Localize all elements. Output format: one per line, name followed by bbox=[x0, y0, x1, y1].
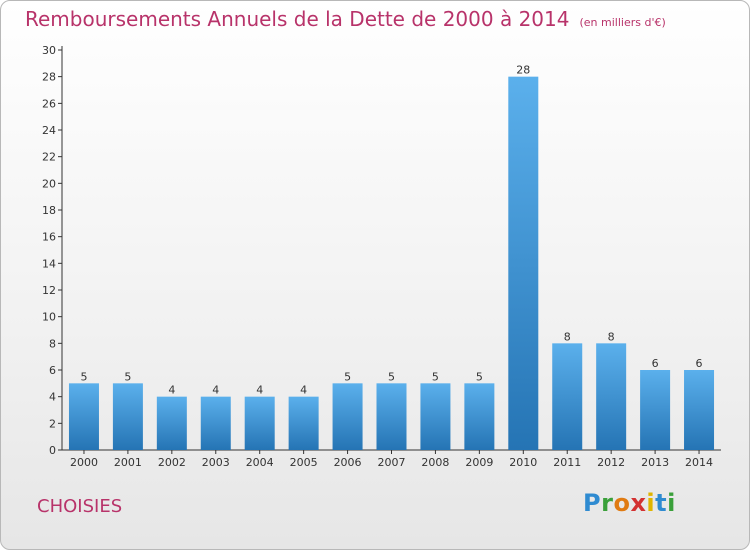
x-tick-label: 2012 bbox=[597, 456, 625, 469]
x-tick-label: 2002 bbox=[158, 456, 186, 469]
bar bbox=[508, 76, 539, 451]
bar bbox=[596, 343, 627, 450]
y-tick-label: 8 bbox=[49, 337, 56, 350]
proxiti-logo: Proxiti bbox=[583, 489, 676, 517]
bar bbox=[200, 396, 231, 450]
y-tick-label: 16 bbox=[42, 231, 56, 244]
chart-subtitle: (en milliers d'€) bbox=[579, 16, 666, 29]
bar bbox=[156, 396, 187, 450]
y-tick-label: 4 bbox=[49, 391, 56, 404]
bar bbox=[112, 383, 143, 450]
title-text: Remboursements Annuels de la Dette de 20… bbox=[25, 7, 570, 31]
data-label: 5 bbox=[80, 370, 87, 383]
data-label: 8 bbox=[564, 330, 571, 343]
bar bbox=[288, 396, 319, 450]
x-tick-label: 2011 bbox=[553, 456, 581, 469]
x-tick-label: 2008 bbox=[421, 456, 449, 469]
bar bbox=[68, 383, 99, 450]
x-tick-label: 2003 bbox=[202, 456, 230, 469]
data-label: 5 bbox=[124, 370, 131, 383]
bar bbox=[244, 396, 275, 450]
x-tick-label: 2001 bbox=[114, 456, 142, 469]
y-tick-label: 24 bbox=[42, 124, 56, 137]
y-tick-label: 12 bbox=[42, 284, 56, 297]
data-labels: 5 5 4 4 4 4 5 5 5 5 28 8 8 6 6 bbox=[80, 64, 702, 397]
bar bbox=[332, 383, 363, 450]
bar bbox=[684, 370, 715, 450]
data-label: 28 bbox=[516, 64, 530, 77]
bar bbox=[552, 343, 583, 450]
data-label: 4 bbox=[256, 384, 263, 397]
y-tick-label: 6 bbox=[49, 364, 56, 377]
x-tick-label: 2000 bbox=[70, 456, 98, 469]
x-tick-label: 2004 bbox=[246, 456, 274, 469]
y-tick-label: 10 bbox=[42, 311, 56, 324]
y-tick-label: 14 bbox=[42, 257, 56, 270]
data-label: 5 bbox=[476, 370, 483, 383]
bar bbox=[640, 370, 671, 450]
x-tick-label: 2006 bbox=[334, 456, 362, 469]
y-tick-label: 0 bbox=[49, 444, 56, 457]
bar bbox=[464, 383, 495, 450]
y-tick-label: 22 bbox=[42, 151, 56, 164]
y-tick-label: 28 bbox=[42, 71, 56, 84]
x-tick-label: 2013 bbox=[641, 456, 669, 469]
x-tick-label: 2007 bbox=[378, 456, 406, 469]
bar bbox=[420, 383, 451, 450]
commune-name: CHOISIES bbox=[37, 496, 123, 517]
data-label: 6 bbox=[652, 357, 659, 370]
y-tick-label: 18 bbox=[42, 204, 56, 217]
bars bbox=[68, 76, 715, 451]
chart-title: Remboursements Annuels de la Dette de 20… bbox=[25, 7, 666, 31]
data-label: 5 bbox=[388, 370, 395, 383]
data-label: 8 bbox=[608, 330, 615, 343]
data-label: 4 bbox=[168, 384, 175, 397]
data-label: 4 bbox=[212, 384, 219, 397]
data-label: 5 bbox=[344, 370, 351, 383]
y-tick-label: 20 bbox=[42, 177, 56, 190]
x-tick-label: 2009 bbox=[465, 456, 493, 469]
x-tick-label: 2005 bbox=[290, 456, 318, 469]
data-label: 5 bbox=[432, 370, 439, 383]
data-label: 6 bbox=[696, 357, 703, 370]
x-tick-label: 2010 bbox=[509, 456, 537, 469]
data-label: 4 bbox=[300, 384, 307, 397]
x-tick-label: 2014 bbox=[685, 456, 713, 469]
bar bbox=[376, 383, 407, 450]
y-tick-label: 2 bbox=[49, 417, 56, 430]
y-tick-label: 30 bbox=[42, 44, 56, 57]
y-tick-label: 26 bbox=[42, 97, 56, 110]
